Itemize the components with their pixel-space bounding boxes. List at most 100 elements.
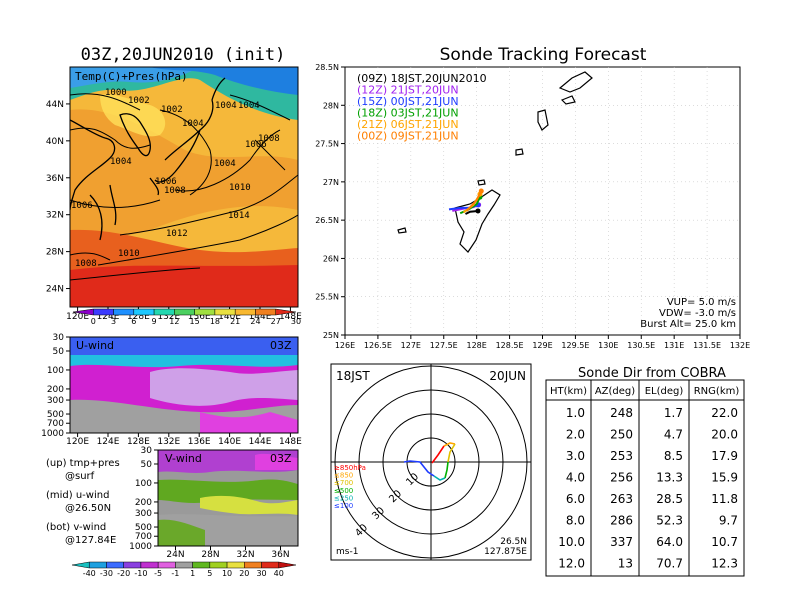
hodo-seg-700 xyxy=(447,443,456,463)
table-cell: 52.3 xyxy=(656,513,683,527)
hodograph xyxy=(403,442,456,481)
u-x-tick-label: 148E xyxy=(279,437,302,447)
v-x-tick-label: 32N xyxy=(236,550,254,560)
u-x-tick-label: 124E xyxy=(97,437,120,447)
island-small xyxy=(560,95,576,105)
table-frame xyxy=(545,379,745,577)
pressure-tick-label: 300 xyxy=(135,509,152,519)
contour-label: 1004 xyxy=(214,159,236,169)
table-cell: 2.0 xyxy=(566,427,585,441)
wind-colorbar-tick-label: 30 xyxy=(256,569,266,578)
pressure-tick-label: 1000 xyxy=(41,429,64,439)
wind-colorbar-tick-label: -40 xyxy=(83,569,96,578)
contour-label: 1014 xyxy=(228,211,250,221)
track-legend-entry: (00Z) 09JST,21JUN xyxy=(357,130,459,143)
param-vdw: VDW= -3.0 m/s xyxy=(659,308,736,319)
u-x-tick-label: 120E xyxy=(66,437,89,447)
wind-colorbar-cell xyxy=(261,561,280,569)
u-boundary-layer xyxy=(200,412,298,433)
u-label: U-wind xyxy=(76,339,114,352)
polar-lon: 127.875E xyxy=(484,547,527,557)
isobars xyxy=(70,93,298,281)
pressure-tick-label: 200 xyxy=(47,385,64,395)
note-line: (bot) v-wind xyxy=(46,522,106,533)
note-line: (mid) u-wind xyxy=(46,490,109,501)
track-y-tick-label: 27.5N xyxy=(315,140,339,149)
polar-lat: 26.5N xyxy=(500,537,527,547)
v-green-layer xyxy=(158,479,298,503)
track-legend-entry: (21Z) 06JST,21JUN xyxy=(357,118,459,131)
wind-colorbar-cell xyxy=(106,561,124,569)
cold-zone xyxy=(70,67,200,88)
track-x-tick-label: 128.5E xyxy=(496,341,524,350)
track-x-tick-label: 130E xyxy=(598,341,618,350)
track-legend-entry: (15Z) 00JST,21JUN xyxy=(357,95,459,108)
map-label: Temp(C)+Pres(hPa) xyxy=(75,70,188,83)
table-cell: 8.5 xyxy=(664,449,683,463)
polar-level-legend: ≥850hPa≤850≤700≤500≤250≤100 xyxy=(334,464,366,510)
table-cell: 337 xyxy=(610,535,633,549)
track-line xyxy=(466,190,483,212)
u-upper-layer xyxy=(70,337,298,355)
hodo-seg-100 xyxy=(403,460,435,477)
track-y-tick-label: 28N xyxy=(323,101,339,110)
island-okinoerabu xyxy=(515,148,524,156)
contour-label: 1000 xyxy=(105,88,127,98)
colorbar-tick-label: 15 xyxy=(190,317,200,326)
u-x-tick-label: 144E xyxy=(249,437,272,447)
table-cell: 250 xyxy=(610,427,633,441)
track-end-marker xyxy=(475,208,481,214)
v-time: 03Z xyxy=(270,452,292,465)
coastlines xyxy=(70,77,226,241)
contour-label: 1008 xyxy=(75,259,97,269)
v-wind-section xyxy=(158,450,298,546)
table-cell: 15.9 xyxy=(711,470,738,484)
track-y-tick-label: 26.5N xyxy=(315,216,339,225)
colorbar-tick-label: 27 xyxy=(271,317,281,326)
wind-colorbar-tick-label: -10 xyxy=(134,569,147,578)
wind-colorbar: -40 -30 -20 -10 -5 -1 1 5 10 20 30 40 xyxy=(71,561,297,578)
pressure-tick-label: 50 xyxy=(53,347,65,357)
contour-label: 1002 xyxy=(161,105,183,115)
pressure-tick-label: 100 xyxy=(47,366,64,376)
track-y-tick-label: 28.5N xyxy=(315,63,339,72)
u-frame xyxy=(69,336,299,434)
map-y-tick-label: 40N xyxy=(46,137,64,147)
pressure-tick-label: 30 xyxy=(141,446,153,456)
wind-colorbar-tick-label: -30 xyxy=(100,569,113,578)
pressure-tick-label: 300 xyxy=(47,396,64,406)
colorbar-cell xyxy=(133,308,155,316)
colorbar-tick-label: 21 xyxy=(230,317,240,326)
contour-label: 1004 xyxy=(215,101,237,111)
table-cell: 248 xyxy=(610,406,633,420)
polar-time-right: 20JUN xyxy=(489,369,526,383)
table-cell: 286 xyxy=(610,513,633,527)
v-jet-core xyxy=(255,453,298,470)
pressure-tick-label: 100 xyxy=(135,479,152,489)
v-x-axis: 24N 28N 32N 36N xyxy=(166,546,290,560)
contour-label: 1004 xyxy=(182,119,204,129)
coldest-zone xyxy=(150,67,298,95)
table-cell: 28.5 xyxy=(656,492,683,506)
u-x-tick-label: 136E xyxy=(188,437,211,447)
v-x-tick-label: 36N xyxy=(271,550,289,560)
polar-time-left: 18JST xyxy=(336,369,370,383)
track-x-tick-label: 132E xyxy=(730,341,750,350)
wind-colorbar-cell xyxy=(123,561,142,569)
island-kerama xyxy=(397,227,407,234)
track-x-tick-label: 126E xyxy=(335,341,355,350)
v-frame xyxy=(157,449,299,547)
u-wind-section xyxy=(70,337,298,433)
wind-colorbar-cell xyxy=(244,561,262,569)
track-x-tick-label: 127.5E xyxy=(430,341,458,350)
contour-label: 1006 xyxy=(245,140,267,150)
wind-colorbar-cell xyxy=(192,561,211,569)
polar-legend-entry: ≥850hPa xyxy=(334,464,366,472)
pressure-tick-label: 500 xyxy=(135,523,152,533)
note-line: @26.50N xyxy=(65,503,111,514)
table-cell: 13 xyxy=(618,556,633,570)
track-legend-entry: (09Z) 18JST,20JUN2010 xyxy=(357,72,487,85)
